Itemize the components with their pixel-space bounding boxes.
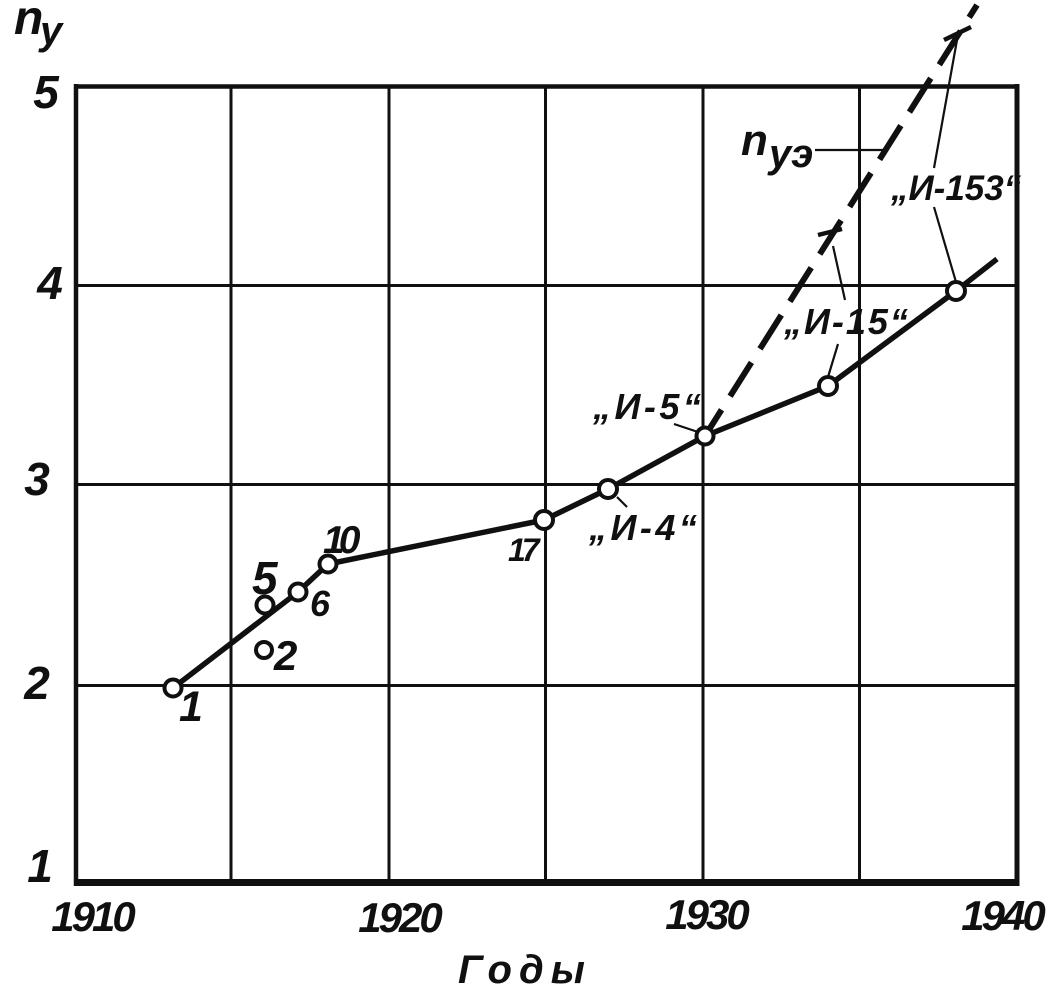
svg-text:„И-5“: „И-5“ <box>592 386 704 427</box>
svg-text:1: 1 <box>179 683 203 731</box>
svg-text:2: 2 <box>273 632 297 679</box>
svg-text:„И-4“: „И-4“ <box>588 507 700 548</box>
svg-text:2: 2 <box>23 657 50 709</box>
svg-text:3: 3 <box>24 453 50 505</box>
svg-text:Годы: Годы <box>458 948 592 992</box>
svg-text:n: n <box>14 0 43 45</box>
svg-text:„И-153“: „И-153“ <box>890 169 1022 208</box>
svg-text:„И-15“: „И-15“ <box>783 301 910 342</box>
svg-text:5: 5 <box>33 66 60 118</box>
svg-text:1930: 1930 <box>665 891 749 938</box>
svg-text:у: у <box>38 9 64 53</box>
svg-text:1910: 1910 <box>51 893 135 940</box>
svg-text:5: 5 <box>252 552 279 604</box>
svg-text:1: 1 <box>27 840 53 892</box>
svg-text:1920: 1920 <box>358 894 442 941</box>
svg-text:n: n <box>741 116 768 165</box>
svg-text:уэ: уэ <box>767 132 813 176</box>
svg-text:1940: 1940 <box>961 892 1045 939</box>
svg-text:6: 6 <box>310 583 331 624</box>
svg-text:4: 4 <box>36 257 63 309</box>
